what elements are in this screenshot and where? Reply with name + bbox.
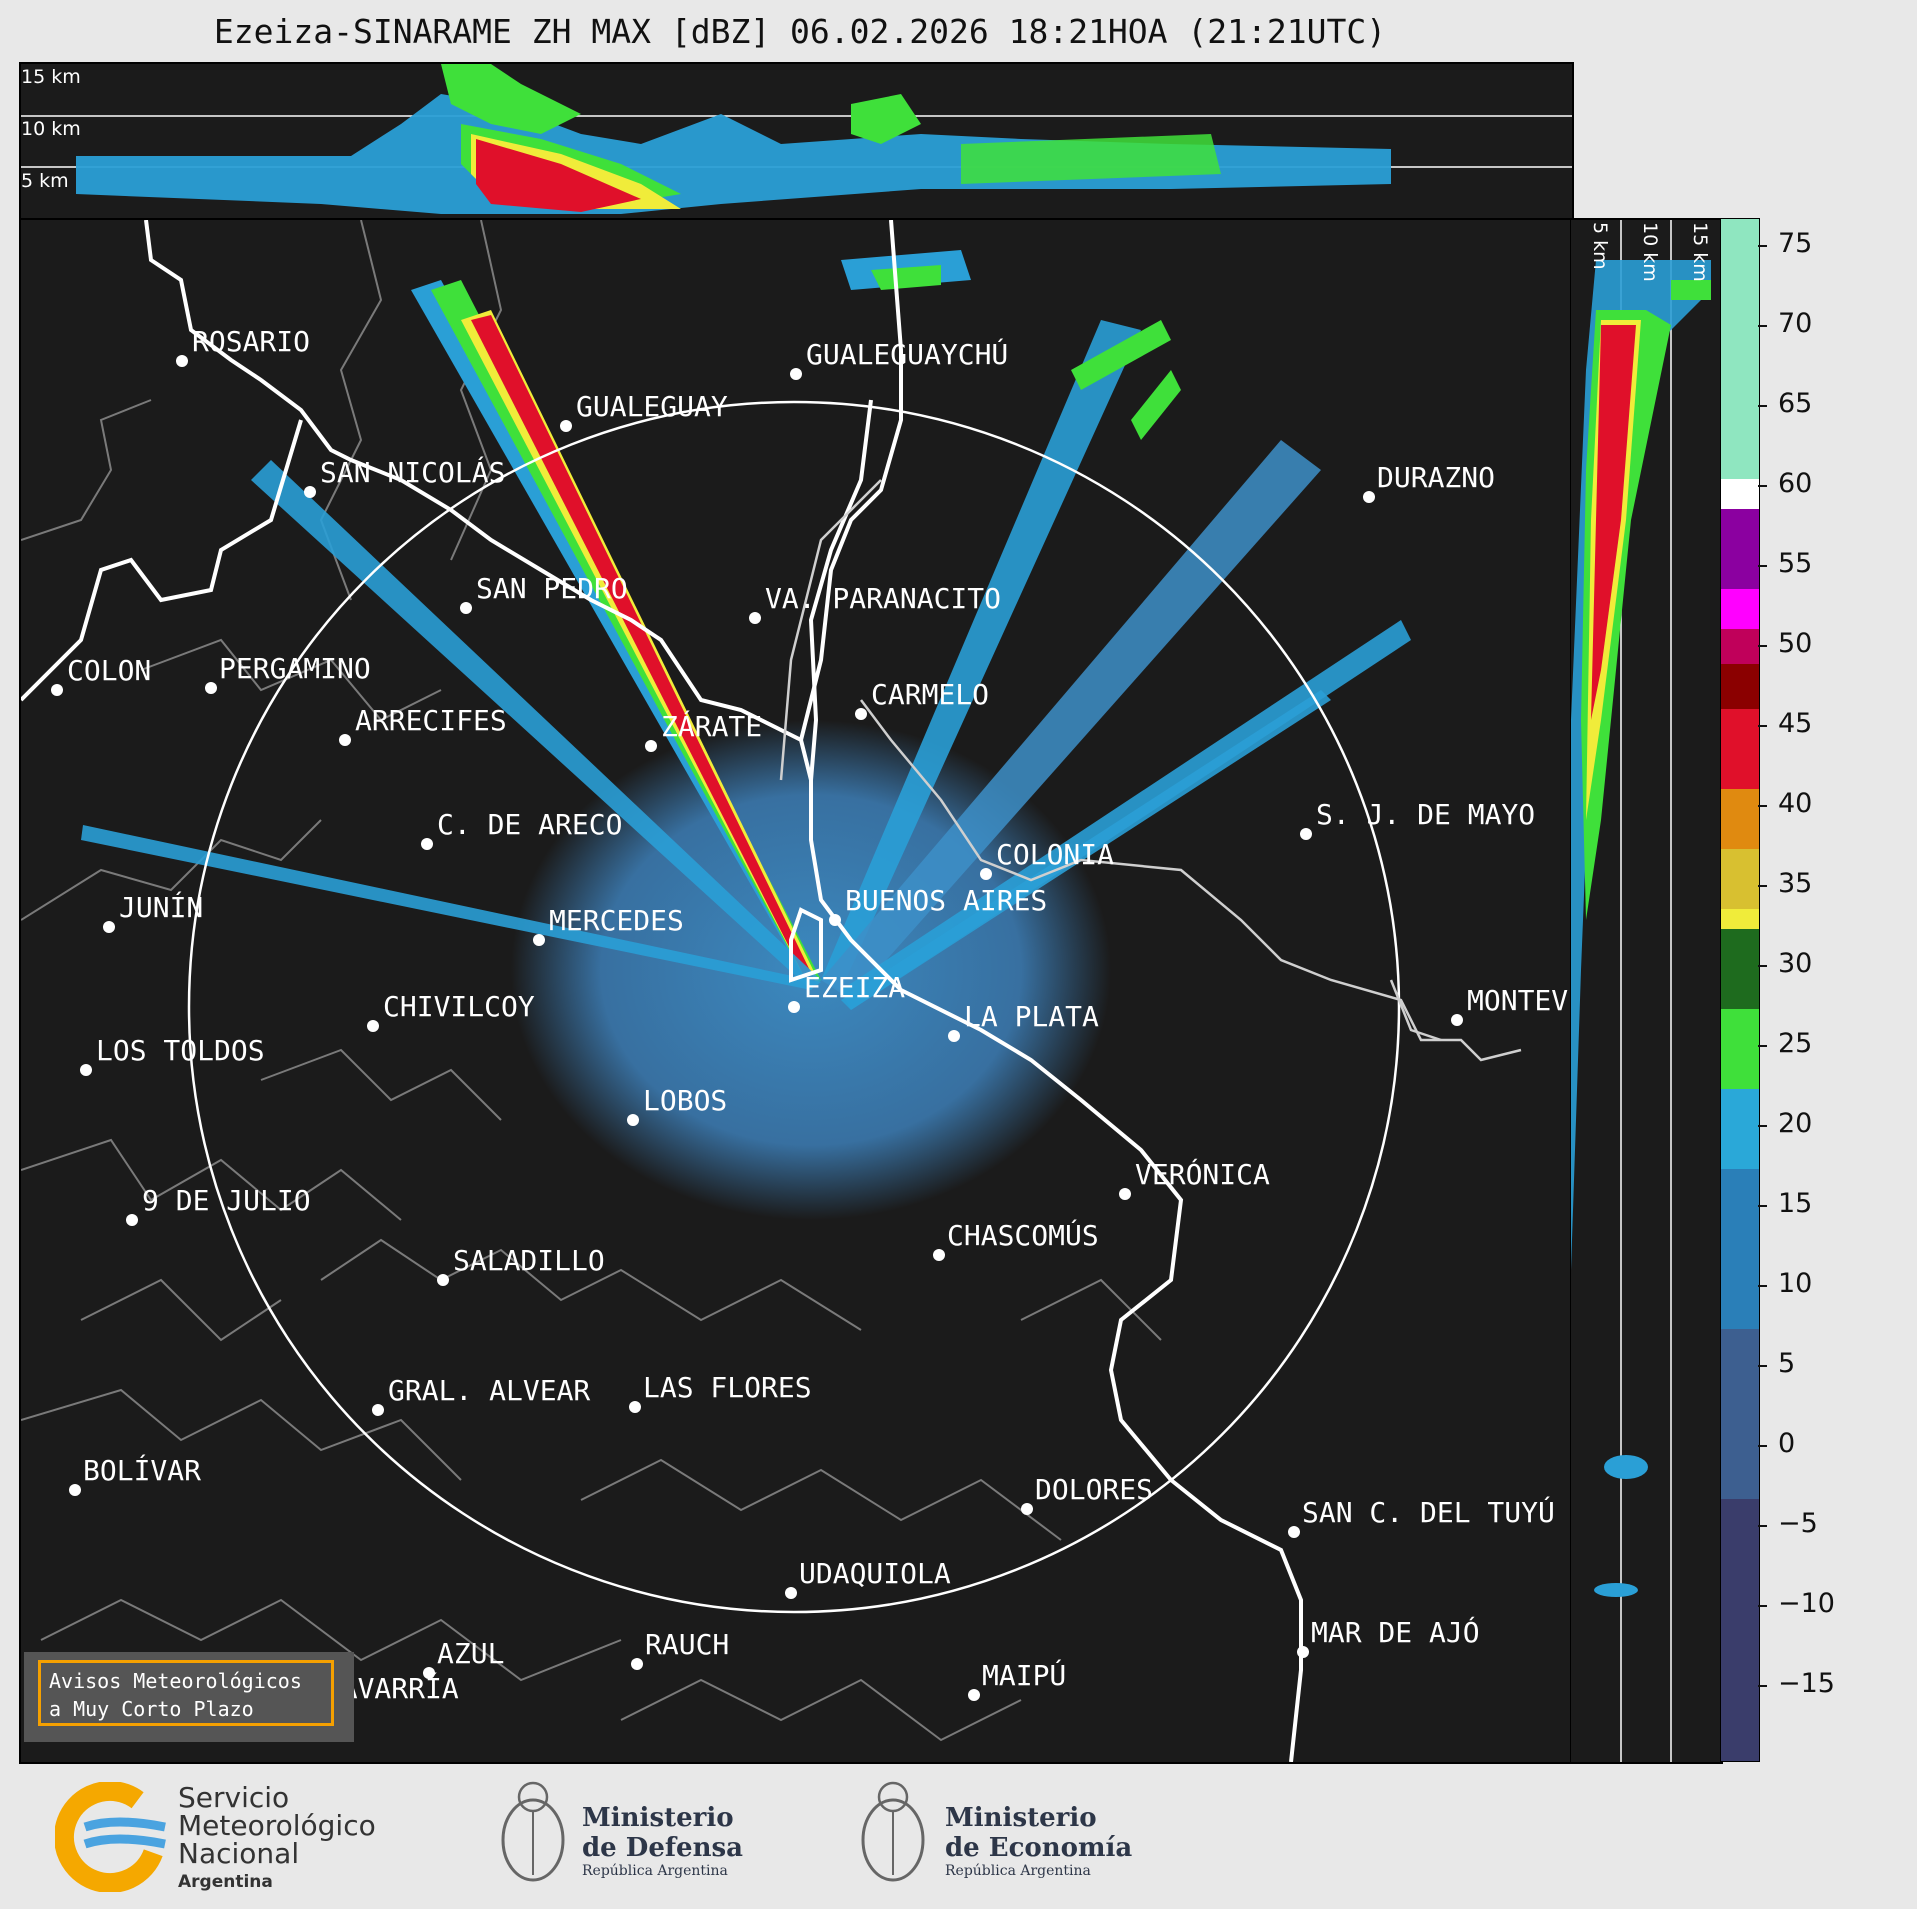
chart-title: Ezeiza-SINARAME ZH MAX [dBZ] 06.02.2026 … bbox=[213, 12, 1387, 51]
city-label: MERCEDES bbox=[549, 904, 684, 937]
city-label: JUNÍN bbox=[119, 890, 203, 924]
radar-map-svg: ROSARIO GUALEGUAYCHÚ GUALEGUAY SAN NICOL… bbox=[21, 220, 1572, 1762]
city-label: AZUL bbox=[437, 1637, 504, 1670]
city-markers bbox=[51, 355, 1463, 1714]
colorbar-tick: 5 bbox=[1778, 1348, 1796, 1379]
city-label: SAN PEDRO bbox=[476, 572, 628, 605]
height-label-10km: 10 km bbox=[21, 118, 81, 140]
top-cross-section: 15 km 10 km 5 km bbox=[19, 62, 1574, 220]
city-label: UDAQUIOLA bbox=[799, 1557, 951, 1590]
smn-text: Servicio Meteorológico Nacional Argentin… bbox=[178, 1781, 376, 1893]
city-label: CARMELO bbox=[871, 678, 989, 711]
notice-frame: Avisos Meteorológicos a Muy Corto Plazo bbox=[38, 1660, 334, 1726]
city-label: MONTEVIDEO bbox=[1467, 984, 1572, 1017]
colorbar-tick: 35 bbox=[1778, 868, 1813, 899]
colorbar-tick: 15 bbox=[1778, 1188, 1813, 1219]
height-label-5km: 5 km bbox=[21, 170, 69, 192]
city-label: CHASCOMÚS bbox=[947, 1218, 1099, 1252]
height-label-15km-vertical: 15 km bbox=[1689, 222, 1711, 282]
city-label: GRAL. ALVEAR bbox=[388, 1374, 590, 1407]
height-label-5km-vertical: 5 km bbox=[1589, 222, 1611, 270]
city-label: RAUCH bbox=[645, 1628, 729, 1661]
colorbar-tick: 10 bbox=[1778, 1268, 1813, 1299]
city-label: PERGAMINO bbox=[219, 652, 371, 685]
colorbar-tick: 0 bbox=[1778, 1428, 1796, 1459]
city-label: LAS FLORES bbox=[643, 1371, 812, 1404]
height-label-15km: 15 km bbox=[21, 66, 81, 88]
city-label: LOBOS bbox=[643, 1084, 727, 1117]
colorbar-tick: 55 bbox=[1778, 548, 1813, 579]
coat-of-arms-defensa-icon bbox=[501, 1781, 565, 1882]
city-label: LA PLATA bbox=[964, 1000, 1099, 1033]
city-label: SAN C. DEL TUYÚ bbox=[1302, 1495, 1555, 1529]
city-label: COLONIA bbox=[996, 838, 1114, 871]
colorbar-tick: −10 bbox=[1778, 1588, 1835, 1619]
city-label: GUALEGUAYCHÚ bbox=[806, 337, 1008, 371]
coat-of-arms-economia-icon bbox=[861, 1781, 925, 1882]
colorbar-tick: 75 bbox=[1778, 228, 1813, 259]
colorbar-svg bbox=[1721, 219, 1759, 1761]
top-cross-section-svg bbox=[21, 64, 1572, 214]
colorbar-tick: −15 bbox=[1778, 1668, 1835, 1699]
defensa-text: Ministerio de Defensa República Argentin… bbox=[582, 1803, 743, 1879]
radar-map: ROSARIO GUALEGUAYCHÚ GUALEGUAY SAN NICOL… bbox=[19, 218, 1574, 1764]
height-label-10km-vertical: 10 km bbox=[1639, 222, 1661, 282]
colorbar-tick: −5 bbox=[1778, 1508, 1818, 1539]
city-label: BUENOS AIRES bbox=[845, 884, 1047, 917]
city-label: GUALEGUAY bbox=[576, 390, 728, 423]
city-label: SAN NICOLÁS bbox=[320, 455, 505, 489]
city-label: VA. PARANACITO bbox=[765, 582, 1001, 615]
colorbar-tick: 50 bbox=[1778, 628, 1813, 659]
smn-logo-icon bbox=[55, 1782, 166, 1892]
colorbar-tick: 30 bbox=[1778, 948, 1813, 979]
colorbar-tick: 20 bbox=[1778, 1108, 1813, 1139]
city-label: SALADILLO bbox=[453, 1244, 605, 1277]
economia-text: Ministerio de Economía República Argenti… bbox=[945, 1803, 1133, 1879]
colorbar-tick: 70 bbox=[1778, 308, 1813, 339]
city-label: 9 DE JULIO bbox=[142, 1184, 311, 1217]
notice-line-1: Avisos Meteorológicos bbox=[49, 1669, 302, 1693]
city-label: VERÓNICA bbox=[1135, 1157, 1270, 1191]
colorbar bbox=[1720, 218, 1760, 1762]
city-label: DOLORES bbox=[1035, 1473, 1153, 1506]
colorbar-tick: 65 bbox=[1778, 388, 1813, 419]
city-label: EZEIZA bbox=[804, 971, 905, 1004]
city-label: ZÁRATE bbox=[661, 709, 762, 743]
colorbar-tick: 40 bbox=[1778, 788, 1813, 819]
side-cross-section-svg bbox=[1571, 220, 1711, 1762]
colorbar-tick: 60 bbox=[1778, 468, 1813, 499]
city-label: C. DE ARECO bbox=[437, 808, 622, 841]
notice-line-2: a Muy Corto Plazo bbox=[49, 1697, 254, 1721]
notice-box: Avisos Meteorológicos a Muy Corto Plazo bbox=[24, 1652, 354, 1742]
city-label: DURAZNO bbox=[1377, 461, 1495, 494]
footer-logos: Servicio Meteorológico Nacional Argentin… bbox=[0, 1770, 1917, 1909]
colorbar-tick: 45 bbox=[1778, 708, 1813, 739]
city-label: CHIVILCOY bbox=[383, 990, 535, 1023]
city-label: S. J. DE MAYO bbox=[1316, 798, 1535, 831]
city-label: COLON bbox=[67, 654, 151, 687]
colorbar-tick: 25 bbox=[1778, 1028, 1813, 1059]
city-label: ARRECIFES bbox=[355, 704, 507, 737]
city-label: MAIPÚ bbox=[982, 1658, 1066, 1692]
city-label: ROSARIO bbox=[192, 325, 310, 358]
city-label: BOLÍVAR bbox=[83, 1453, 201, 1487]
city-label: LOS TOLDOS bbox=[96, 1034, 265, 1067]
city-label: MAR DE AJÓ bbox=[1311, 1615, 1480, 1649]
side-cross-section: 5 km 10 km 15 km bbox=[1570, 218, 1723, 1764]
